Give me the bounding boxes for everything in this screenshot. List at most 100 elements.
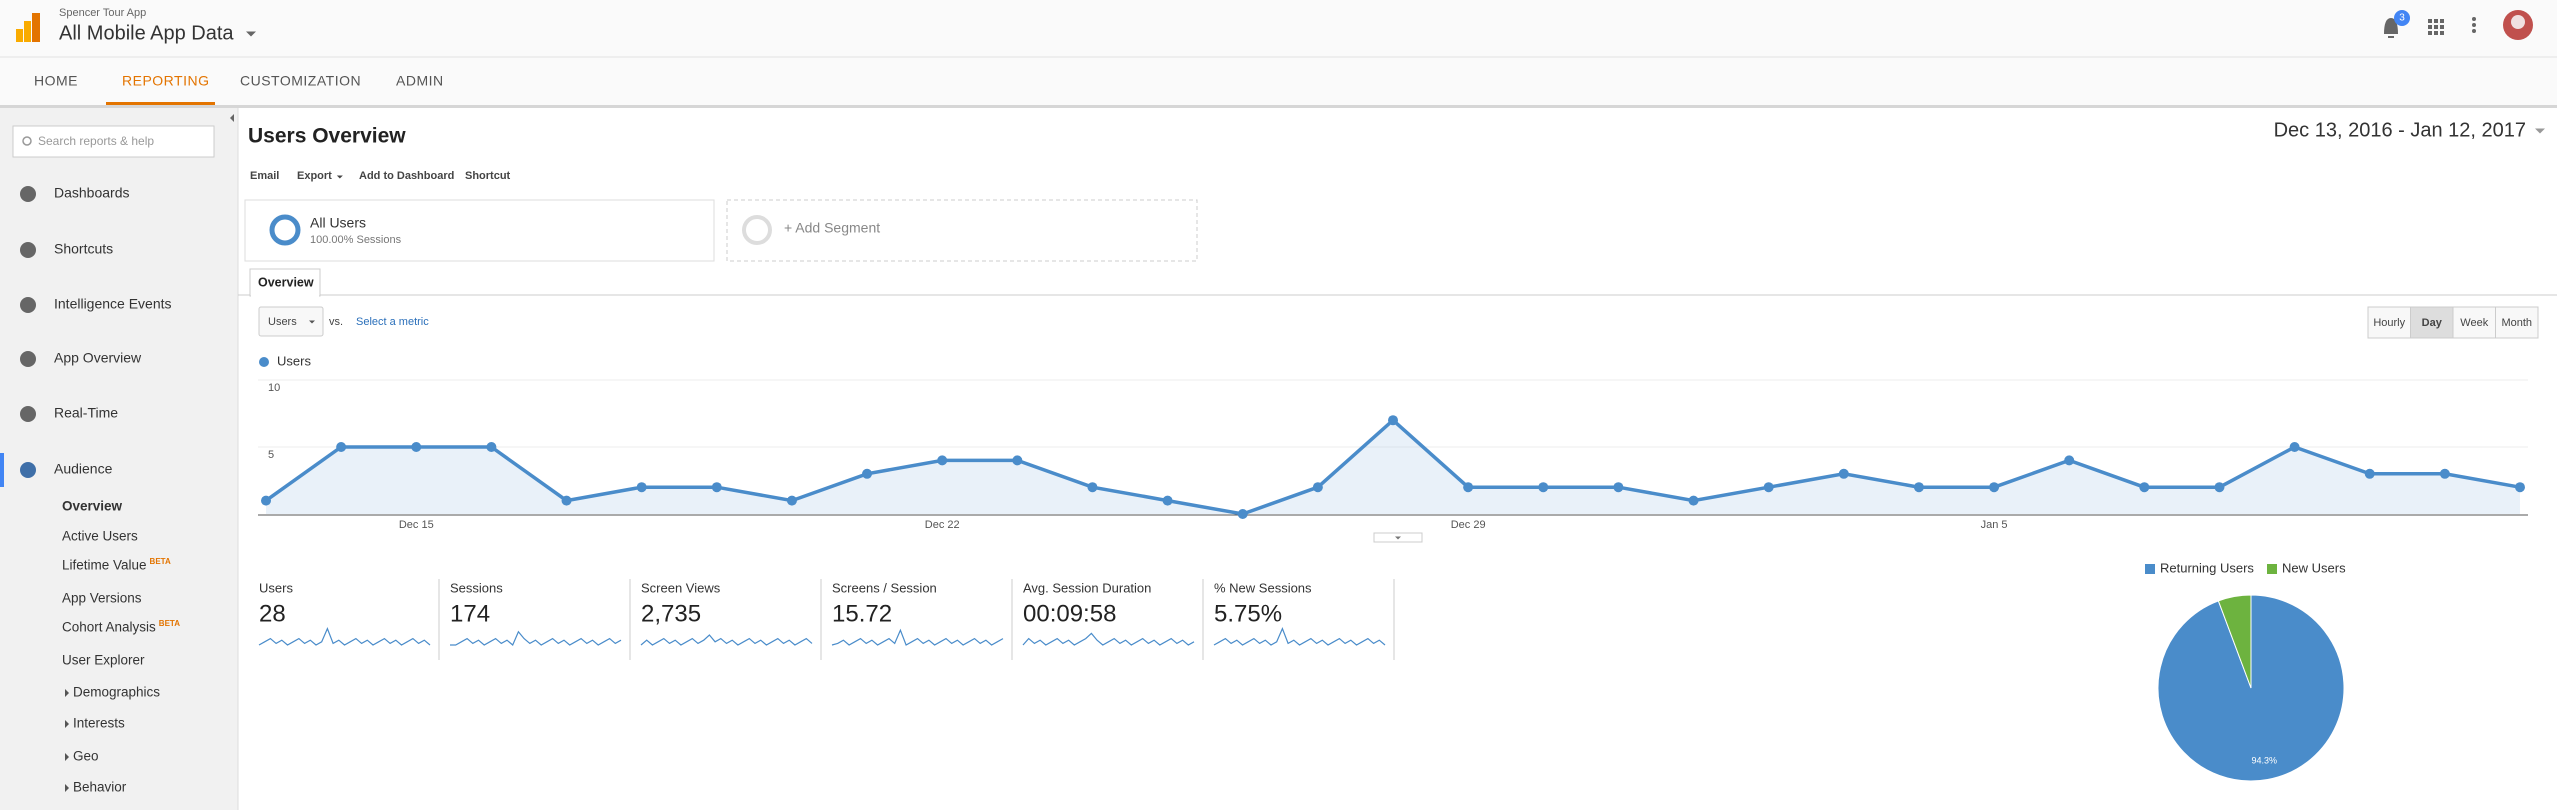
sidebar-subitem[interactable]: Cohort Analysis [62, 620, 156, 635]
sparkline [1213, 627, 1386, 646]
badge [2394, 10, 2410, 26]
point [1613, 482, 1624, 493]
sidebar-item[interactable]: Shortcuts [54, 241, 113, 257]
search-icon [22, 136, 32, 146]
pie-slice [2217, 594, 2252, 689]
nav-icon [20, 406, 36, 422]
tab[interactable] [249, 268, 321, 297]
area [266, 420, 2520, 514]
interval-button[interactable] [2452, 306, 2496, 339]
interval-label: Week [2460, 317, 2488, 329]
sidebar [0, 108, 238, 810]
sparkline [450, 630, 622, 646]
scorecard-label: Sessions [450, 580, 503, 595]
legend-label: Users [277, 353, 311, 368]
segment-ring [742, 215, 772, 245]
toolbar-action[interactable]: Email [250, 170, 279, 182]
sparkline [258, 627, 431, 646]
point [636, 482, 647, 493]
point [486, 442, 497, 452]
sidebar-item[interactable]: Intelligence Events [54, 296, 172, 312]
apps-icon [2440, 19, 2444, 23]
nav-icon [20, 297, 36, 313]
scorecard-value: 15.72 [832, 600, 892, 627]
point [2139, 482, 2150, 493]
scorecard-label: Avg. Session Duration [1023, 580, 1151, 595]
sidebar-subitem[interactable]: Overview [62, 499, 123, 514]
point [1162, 495, 1173, 506]
search-box[interactable] [12, 125, 215, 158]
date-range[interactable]: Dec 13, 2016 - Jan 12, 2017 [2274, 119, 2526, 141]
point [1913, 482, 1924, 493]
point [2214, 482, 2225, 493]
sidebar-group[interactable]: Behavior [73, 780, 127, 795]
beta-badge: BETA [150, 557, 171, 566]
nav-tab[interactable]: CUSTOMIZATION [240, 73, 361, 89]
expand-arrow [65, 784, 69, 792]
apps-icon [2434, 31, 2438, 35]
metric-name: Users [268, 316, 297, 328]
segment-box[interactable] [726, 199, 1198, 262]
scorecard-label: Screen Views [641, 580, 721, 595]
point [937, 455, 948, 466]
sidebar-item[interactable]: Real-Time [54, 405, 118, 421]
view-name[interactable]: All Mobile App Data [59, 22, 234, 44]
tab-cover [251, 294, 319, 297]
dropdown-arrow [246, 31, 256, 37]
add-segment[interactable]: + Add Segment [784, 220, 880, 236]
sidebar-subitem[interactable]: App Versions [62, 591, 142, 606]
scorecard-value: 00:09:58 [1023, 600, 1116, 627]
interval-button[interactable] [2410, 306, 2454, 339]
nav-tab[interactable]: ADMIN [396, 73, 444, 89]
pie-label: 94.3% [2251, 756, 2277, 766]
nav-tab[interactable]: REPORTING [122, 73, 209, 89]
toolbar-action[interactable]: Export [297, 170, 332, 182]
toolbar-action[interactable]: Add to Dashboard [359, 170, 454, 182]
legend-label: New Users [2282, 560, 2346, 575]
select-metric-link[interactable]: Select a metric [356, 316, 429, 328]
sparkline [1022, 632, 1195, 646]
menu-icon [2472, 23, 2476, 27]
point [2439, 468, 2450, 479]
sidebar-group[interactable]: Demographics [73, 685, 160, 700]
scorecard-value: 5.75% [1214, 600, 1282, 627]
sidebar-item[interactable]: App Overview [54, 350, 142, 366]
legend-swatch [2267, 564, 2277, 574]
badge-count: 3 [2399, 13, 2405, 24]
apps-icon [2428, 31, 2432, 35]
sidebar-subitem[interactable]: User Explorer [62, 653, 145, 668]
point [1087, 482, 1098, 493]
point [1388, 415, 1398, 426]
x-tick-label: Jan 5 [1981, 519, 2008, 531]
sidebar-item[interactable]: Dashboards [54, 185, 130, 201]
avatar-inner [2511, 15, 2525, 29]
apps-icon [2428, 25, 2432, 29]
scorecard-value: 2,735 [641, 600, 701, 627]
sidebar-group[interactable]: Interests [73, 716, 125, 731]
point [2515, 482, 2525, 493]
property-name: Spencer Tour App [59, 7, 146, 19]
point [1838, 468, 1849, 479]
header-bar [0, 0, 2557, 57]
expand-arrow [65, 753, 69, 761]
point [1312, 482, 1323, 493]
dropdown-arrow [336, 175, 343, 179]
metric-select[interactable] [258, 306, 324, 337]
nav-tab[interactable]: HOME [34, 73, 78, 89]
bell-icon[interactable] [2384, 18, 2398, 38]
point [2364, 468, 2375, 479]
scorecard-label: % New Sessions [1214, 580, 1312, 595]
interval-button[interactable] [2495, 306, 2539, 339]
sidebar-item[interactable]: Audience [54, 461, 113, 477]
sidebar-subitem[interactable]: Active Users [62, 529, 138, 544]
point [1763, 482, 1774, 493]
x-tick-label: Dec 29 [1451, 519, 1486, 531]
collapse-arrow[interactable] [230, 114, 234, 122]
sidebar-subitem[interactable]: Lifetime Value [62, 558, 147, 573]
sidebar-group[interactable]: Geo [73, 749, 99, 764]
segment-detail: 100.00% Sessions [310, 234, 402, 246]
toolbar-action[interactable]: Shortcut [465, 170, 511, 182]
segment-box[interactable] [244, 199, 715, 262]
dropdown-arrow [1395, 536, 1401, 540]
